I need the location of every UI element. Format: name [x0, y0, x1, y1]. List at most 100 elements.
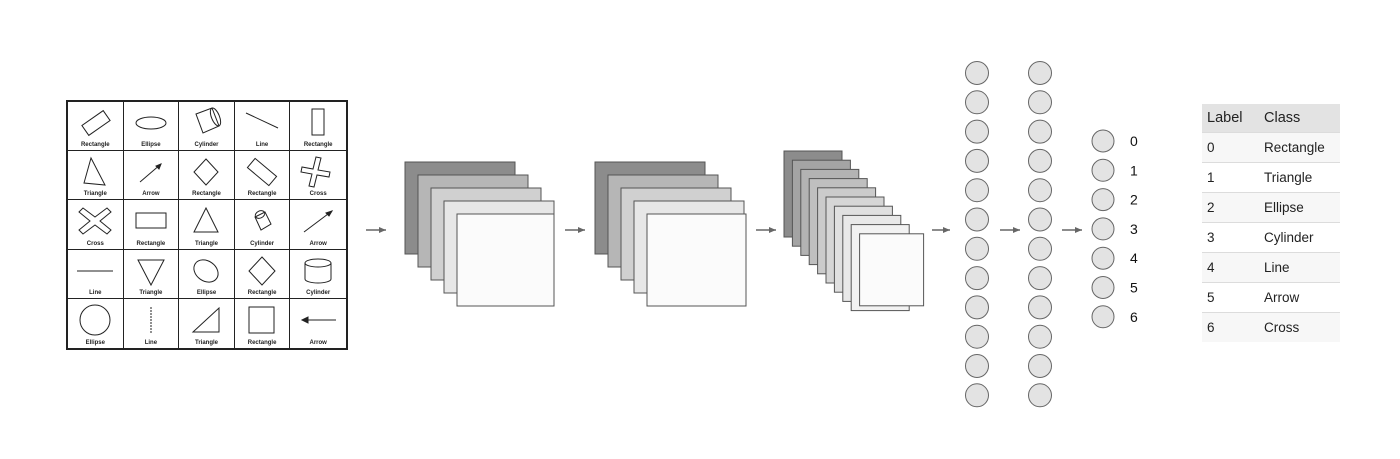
- shape-cell: Triangle: [123, 249, 180, 299]
- shape-cell: Cross: [68, 200, 124, 250]
- ellipse-shape-icon: [79, 304, 111, 336]
- output-label: 0: [1130, 133, 1138, 149]
- row-label: 0: [1202, 132, 1259, 163]
- row-class: Triangle: [1259, 162, 1340, 193]
- conv-stack-1: [404, 161, 555, 307]
- shape-cell-label: Cylinder: [194, 142, 219, 149]
- conv-stack-2: [594, 161, 747, 307]
- row-class: Ellipse: [1259, 192, 1340, 223]
- feature-map: [859, 233, 925, 307]
- neuron-node: [965, 178, 989, 203]
- shape-cell-label: Rectangle: [80, 142, 110, 149]
- shape-sample-grid: Rectangle Ellipse Cylinder Line Rectangle Tri…: [66, 100, 348, 350]
- table-row: 5 Arrow: [1202, 282, 1340, 313]
- row-label: 2: [1202, 192, 1259, 223]
- table-row: 6 Cross: [1202, 312, 1340, 342]
- header-label: Label: [1202, 104, 1259, 133]
- shape-cell: Line: [234, 102, 291, 152]
- shape-cell-label: Rectangle: [247, 191, 277, 198]
- shape-cell-label: Triangle: [83, 191, 107, 198]
- output-label: 6: [1130, 309, 1138, 325]
- neuron-node: [1091, 217, 1115, 241]
- triangle-shape-icon: [137, 259, 165, 286]
- feature-map: [456, 213, 555, 307]
- label-class-table: Label Class 0 Rectangle 1 Triangle 2 Ell…: [1202, 104, 1340, 342]
- shape-cell: Ellipse: [179, 249, 235, 299]
- line-shape-icon: [150, 306, 152, 333]
- neuron-node: [1028, 266, 1052, 291]
- row-class: Arrow: [1259, 282, 1340, 313]
- shape-cell-label: Rectangle: [192, 191, 221, 198]
- neuron-node: [1028, 383, 1052, 408]
- shape-cell: Triangle: [68, 151, 124, 201]
- shape-cell: Rectangle: [290, 102, 346, 152]
- shape-cell-label: Ellipse: [196, 289, 217, 296]
- shape-cell-label: Line: [255, 142, 269, 149]
- feature-map: [646, 213, 747, 307]
- neuron-node: [965, 295, 989, 320]
- shape-cell: Rectangle: [234, 151, 291, 201]
- rectangle-shape-icon: [193, 158, 220, 186]
- neuron-node: [965, 119, 989, 144]
- row-label: 1: [1202, 162, 1259, 193]
- shape-cell-label: Cross: [86, 240, 104, 247]
- rectangle-shape-icon: [246, 157, 278, 187]
- shape-cell: Cylinder: [179, 102, 235, 152]
- shape-cell: Line: [124, 298, 180, 348]
- conv-stack-3: [783, 150, 925, 312]
- shape-cell-label: Ellipse: [85, 340, 105, 346]
- table-row: 1 Triangle: [1202, 162, 1340, 193]
- shape-cell: Rectangle: [235, 298, 291, 348]
- dense-layer-1: [965, 61, 989, 408]
- shape-cell-label: Arrow: [309, 340, 327, 346]
- row-class: Cylinder: [1259, 222, 1340, 253]
- shape-cell: Rectangle: [68, 102, 124, 152]
- neuron-node: [1091, 158, 1115, 182]
- shape-cell-label: Triangle: [194, 340, 218, 346]
- row-label: 3: [1202, 222, 1259, 253]
- cylinder-shape-icon: [195, 107, 222, 134]
- neuron-node: [965, 236, 989, 261]
- arrow-shape-icon: [303, 210, 334, 233]
- neuron-node: [965, 207, 989, 232]
- output-label: 1: [1130, 162, 1138, 178]
- neuron-node: [1028, 295, 1052, 320]
- cylinder-shape-icon: [254, 210, 272, 232]
- row-label: 4: [1202, 252, 1259, 283]
- shape-cell-label: Cross: [309, 191, 327, 198]
- triangle-shape-icon: [192, 306, 220, 333]
- neuron-node: [1028, 90, 1052, 115]
- shape-cell-label: Ellipse: [141, 142, 161, 149]
- shape-cell: Ellipse: [123, 102, 180, 152]
- rectangle-shape-icon: [248, 306, 275, 334]
- shape-cell: Arrow: [123, 151, 180, 201]
- neuron-node: [1091, 305, 1115, 329]
- table-row: 0 Rectangle: [1202, 132, 1340, 163]
- shape-cell: Cylinder: [290, 250, 346, 299]
- shape-cell: Triangle: [179, 298, 235, 348]
- rectangle-shape-icon: [135, 212, 167, 229]
- neuron-node: [1091, 276, 1115, 299]
- rectangle-shape-icon: [248, 255, 276, 286]
- neuron-node: [1028, 324, 1052, 349]
- shape-cell: Arrow: [290, 200, 346, 250]
- output-label: 2: [1130, 192, 1138, 208]
- neuron-node: [965, 354, 989, 378]
- shape-cell-label: Rectangle: [247, 340, 277, 346]
- ellipse-shape-icon: [193, 259, 220, 283]
- neuron-node: [965, 266, 989, 291]
- header-class: Class: [1259, 104, 1340, 133]
- neuron-node: [1028, 354, 1052, 378]
- line-shape-icon: [77, 270, 114, 272]
- shape-cell: Ellipse: [68, 298, 124, 348]
- arrow-shape-icon: [139, 163, 162, 183]
- neuron-node: [1028, 148, 1052, 173]
- output-label: 4: [1130, 250, 1138, 266]
- shape-cell-label: Triangle: [194, 240, 218, 247]
- shape-cell-label: Line: [89, 289, 102, 296]
- table-header-row: Label Class: [1202, 104, 1340, 133]
- shape-cell: Triangle: [179, 200, 235, 250]
- shape-cell-label: Rectangle: [303, 142, 333, 149]
